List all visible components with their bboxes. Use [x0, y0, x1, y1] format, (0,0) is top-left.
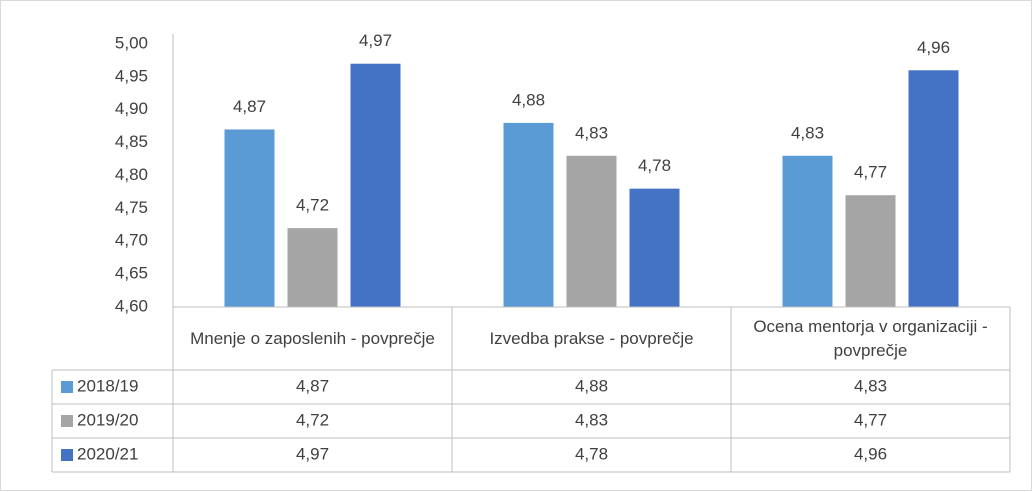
table-value: 4,83 [854, 376, 887, 395]
category-label: Izvedba prakse - povprečje [489, 328, 694, 348]
category-cell: Mnenje o zaposlenih - povprečje [190, 328, 435, 348]
legend-swatch [61, 381, 73, 393]
y-tick-label: 4,75 [115, 198, 148, 217]
data-label: 4,88 [512, 90, 545, 109]
data-label: 4,77 [854, 163, 887, 182]
data-label: 4,97 [359, 31, 392, 50]
bar [503, 122, 554, 308]
legend-label: 2019/20 [77, 410, 138, 429]
category-label: Ocena mentorja v organizaciji - povprečj… [753, 316, 988, 360]
table-value: 4,83 [575, 410, 608, 429]
category-label: Mnenje o zaposlenih - povprečje [190, 328, 435, 348]
table-value: 4,72 [296, 410, 329, 429]
table-value: 4,97 [296, 444, 329, 463]
bar [350, 63, 401, 307]
data-label: 4,87 [233, 97, 266, 116]
data-label: 4,72 [296, 196, 329, 215]
table-value: 4,78 [575, 444, 608, 463]
bar [566, 155, 617, 307]
legend-swatch [61, 449, 73, 461]
legend-swatch [61, 415, 73, 427]
data-label: 4,96 [917, 38, 950, 57]
y-tick-label: 4,70 [115, 231, 148, 250]
legend-label: 2018/19 [77, 376, 138, 395]
y-tick-label: 4,95 [115, 66, 148, 85]
y-tick-label: 4,85 [115, 132, 148, 151]
category-cell: Izvedba prakse - povprečje [489, 328, 694, 348]
table-value: 4,96 [854, 444, 887, 463]
table-value: 4,77 [854, 410, 887, 429]
y-tick-label: 5,00 [115, 33, 148, 52]
y-tick-label: 4,65 [115, 264, 148, 283]
y-tick-label: 4,60 [115, 296, 148, 315]
table-value: 4,88 [575, 376, 608, 395]
bar [782, 155, 833, 307]
bar [845, 195, 896, 307]
bar [908, 70, 959, 307]
bar [224, 129, 275, 307]
data-label: 4,83 [575, 123, 608, 142]
table-value: 4,87 [296, 376, 329, 395]
legend-label: 2020/21 [77, 444, 138, 463]
category-cell: Ocena mentorja v organizaciji - povprečj… [753, 316, 988, 360]
bar [287, 228, 338, 307]
data-label: 4,83 [791, 123, 824, 142]
y-tick-label: 4,80 [115, 165, 148, 184]
y-tick-label: 4,90 [115, 99, 148, 118]
bar [629, 188, 680, 307]
data-label: 4,78 [638, 156, 671, 175]
